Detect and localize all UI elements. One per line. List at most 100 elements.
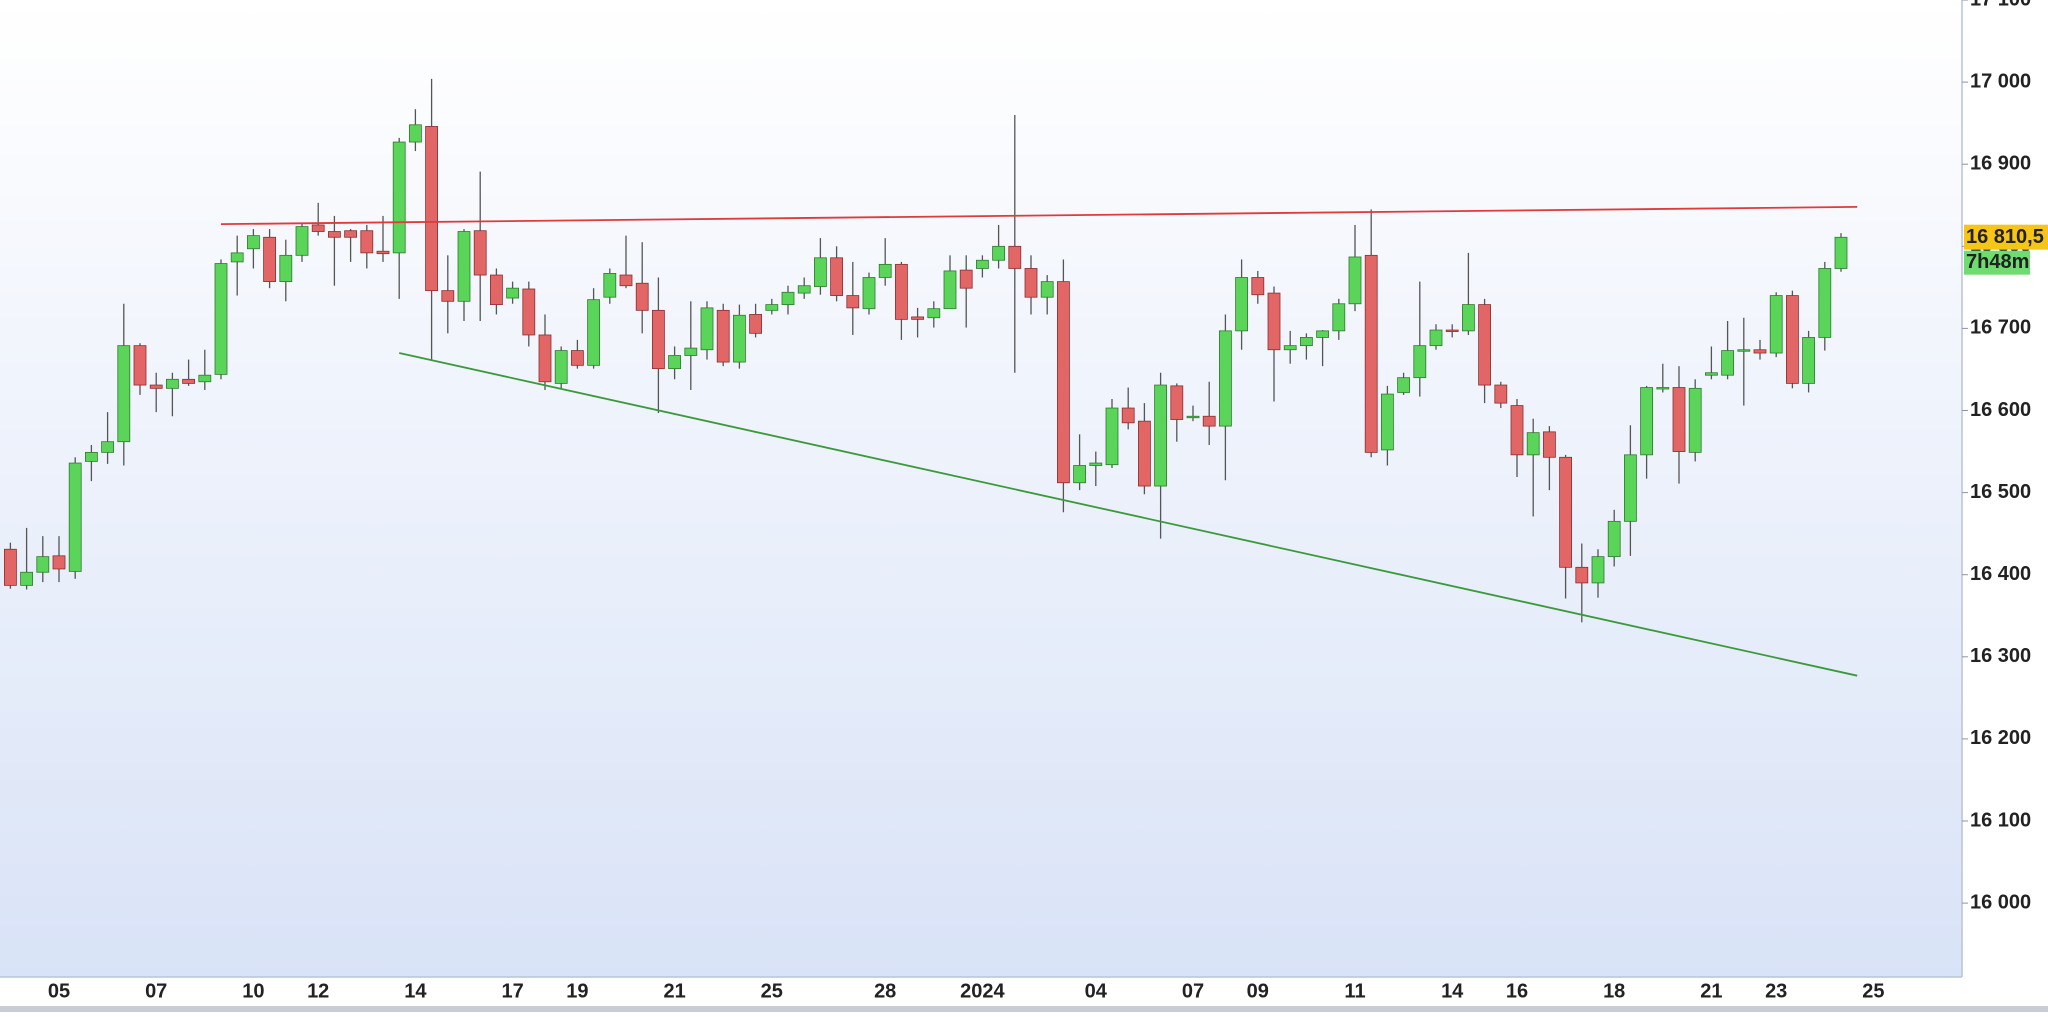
- scrollbar: [0, 1006, 2048, 1012]
- last-price-label: 16 810,5: [1966, 226, 2044, 248]
- candle-body: [1607, 520, 1621, 558]
- candle-body: [473, 230, 487, 276]
- candle-body: [230, 252, 244, 263]
- candle-body: [52, 555, 66, 570]
- x-tick-label: 25: [1862, 980, 1884, 1002]
- candle-body: [214, 263, 228, 375]
- candle-body: [1154, 384, 1167, 487]
- candle-body: [1802, 337, 1815, 384]
- candle-body: [1429, 329, 1443, 347]
- x-tick-label: 19: [566, 980, 588, 1002]
- candle-body: [1283, 345, 1297, 351]
- candle-body: [1008, 245, 1022, 269]
- x-tick-label: 14: [404, 980, 427, 1002]
- y-tick-label: 16 300: [1970, 645, 2031, 667]
- candle-body: [20, 571, 34, 586]
- candle-body: [1235, 277, 1248, 332]
- candle-body: [1219, 330, 1232, 427]
- candle-body: [1688, 387, 1702, 453]
- candle-body: [1024, 268, 1038, 298]
- candle-body: [1640, 387, 1653, 456]
- candle-body: [781, 291, 795, 305]
- candle-body: [1559, 456, 1572, 568]
- candle-body: [814, 257, 827, 287]
- candle-body: [344, 230, 358, 238]
- candle-body: [635, 282, 649, 311]
- candle-body: [457, 231, 471, 302]
- trendline: [399, 352, 1858, 677]
- candle-body: [571, 350, 584, 366]
- y-tick-label: 16 700: [1970, 317, 2031, 339]
- candle-body: [749, 314, 762, 334]
- candle-body: [992, 245, 1005, 261]
- last-price-badge: [1964, 224, 2048, 250]
- y-tick-label: 16 900: [1970, 152, 2031, 174]
- candle-body: [246, 235, 260, 250]
- candle-body: [1202, 415, 1216, 427]
- candle-body: [376, 250, 390, 255]
- candle-body: [1494, 384, 1508, 404]
- x-tick-label: 07: [1182, 980, 1204, 1002]
- candle-body: [862, 277, 876, 310]
- candle-body: [1332, 303, 1346, 332]
- y-tick-label: 16 200: [1970, 727, 2031, 749]
- candle-body: [1073, 465, 1086, 484]
- timer-badge: [1964, 250, 2030, 275]
- candle-body: [1364, 254, 1378, 453]
- candle-body: [263, 236, 277, 283]
- candle-body: [1575, 566, 1589, 584]
- candle-body: [895, 263, 908, 320]
- candle-body: [1348, 256, 1362, 305]
- candle-body: [700, 307, 714, 351]
- y-tick-label: 16 500: [1970, 481, 2031, 503]
- y-tick-label: 17 000: [1970, 70, 2031, 92]
- candle-body: [489, 274, 503, 305]
- candle-body: [1300, 337, 1313, 347]
- candle-body: [878, 263, 892, 278]
- candle-body: [4, 548, 17, 586]
- trendline: [220, 205, 1858, 226]
- y-tick-label: 16 600: [1970, 399, 2031, 421]
- candle-body: [311, 224, 325, 232]
- candle-body: [1543, 431, 1556, 458]
- candle-body: [441, 290, 455, 302]
- timer-label: 7h48m: [1966, 251, 2029, 273]
- x-tick-label: 10: [242, 980, 264, 1002]
- x-tick-label: 05: [48, 980, 70, 1002]
- candle-body: [1462, 304, 1475, 332]
- y-tick-label: 16 000: [1970, 891, 2031, 913]
- candle-body: [1478, 304, 1491, 386]
- candle-body: [619, 274, 633, 287]
- y-tick-label: 17 100: [1970, 0, 2031, 10]
- x-tick-label: 12: [307, 980, 329, 1002]
- x-tick-label: 21: [1700, 980, 1722, 1002]
- candle-body: [959, 269, 973, 289]
- candle-body: [506, 287, 520, 299]
- candle-body: [652, 309, 665, 370]
- candle-body: [603, 272, 617, 298]
- candle-body: [149, 384, 163, 389]
- candle-body: [943, 270, 957, 310]
- x-tick-label: 09: [1247, 980, 1269, 1002]
- candle-body: [1737, 349, 1751, 352]
- candle-body: [797, 285, 811, 294]
- candle-body: [1510, 405, 1524, 456]
- candle-body: [1089, 462, 1103, 466]
- x-tick-label: 18: [1603, 980, 1625, 1002]
- candle-body: [392, 141, 406, 254]
- candle-body: [522, 288, 536, 336]
- candle-body: [165, 378, 179, 389]
- candle-body: [1672, 387, 1686, 452]
- candle-body: [1121, 407, 1135, 424]
- candle-body: [554, 350, 568, 384]
- x-tick-label: 16: [1506, 980, 1528, 1002]
- candle-body: [1057, 281, 1070, 484]
- candle-body: [927, 308, 941, 319]
- y-tick-label: 16 100: [1970, 809, 2031, 831]
- candle-body: [182, 378, 196, 384]
- candle-body: [1834, 236, 1848, 269]
- candle-body: [1138, 420, 1151, 487]
- candle-body: [85, 451, 98, 462]
- x-tick-label: 17: [501, 980, 523, 1002]
- candle-body: [360, 230, 374, 254]
